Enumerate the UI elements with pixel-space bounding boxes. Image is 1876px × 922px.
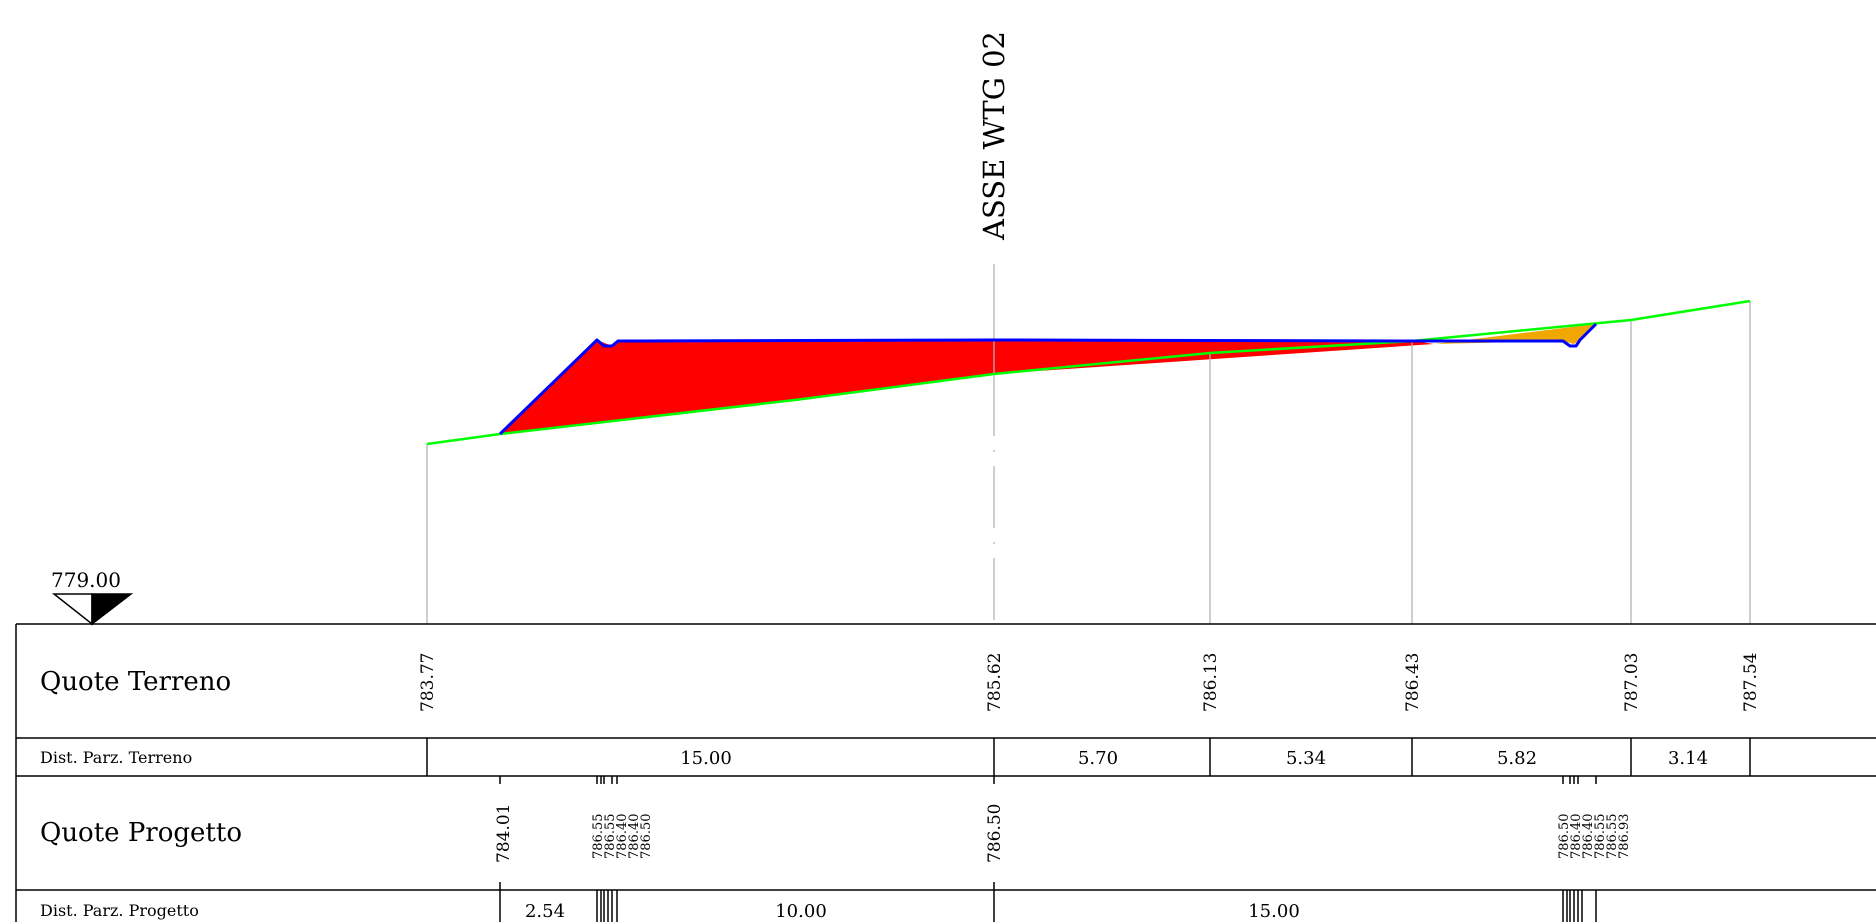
row-label-quote-progetto: Quote Progetto bbox=[40, 818, 242, 848]
axis-label: ASSE WTG 02 bbox=[977, 31, 1011, 241]
design-elevation: 784.01 bbox=[494, 804, 514, 863]
terrain-distance: 5.34 bbox=[1286, 748, 1326, 769]
design-elevation: 786.55 bbox=[603, 814, 618, 860]
design-elevation: 786.50 bbox=[1557, 814, 1572, 860]
design-elevation: 786.55 bbox=[591, 814, 606, 860]
design-elevation: 786.40 bbox=[1569, 814, 1584, 860]
fill-area bbox=[500, 340, 1434, 434]
design-elevation: 786.50 bbox=[639, 814, 654, 860]
data-table bbox=[15, 623, 1876, 922]
design-profile bbox=[498, 322, 1598, 436]
terrain-distance: 5.70 bbox=[1078, 748, 1118, 769]
cut-area bbox=[1434, 324, 1596, 344]
design-elevation: 786.93 bbox=[1617, 814, 1632, 860]
design-elevation: 786.55 bbox=[1605, 814, 1620, 860]
terrain-elevation: 786.13 bbox=[1201, 653, 1221, 712]
design-elevation: 786.40 bbox=[627, 814, 642, 860]
datum-triangle-white bbox=[51, 593, 93, 626]
terrain-distance: 15.00 bbox=[680, 748, 732, 769]
terrain-elevations: 783.77 785.62 786.13 786.43 787.03 787.5… bbox=[418, 653, 1761, 712]
design-elevation: 786.50 bbox=[985, 804, 1005, 863]
datum-triangle-black bbox=[91, 593, 134, 626]
terrain-elevation: 786.43 bbox=[1403, 653, 1423, 712]
station-lines bbox=[426, 301, 1751, 624]
design-elevation: 786.40 bbox=[1581, 814, 1596, 860]
terrain-elevation: 787.54 bbox=[1741, 653, 1761, 712]
terrain-distances: 15.00 5.70 5.34 5.82 3.14 bbox=[680, 748, 1708, 769]
design-elevation: 786.55 bbox=[1593, 814, 1608, 860]
design-elevations: 784.01 786.50 786.55 786.55 786.40 786.4… bbox=[494, 804, 1632, 863]
terrain-elevation: 783.77 bbox=[418, 653, 438, 712]
design-distance: 15.00 bbox=[1248, 901, 1300, 922]
terrain-distance: 5.82 bbox=[1497, 748, 1537, 769]
row-label-dist-terreno: Dist. Parz. Terreno bbox=[40, 748, 192, 767]
datum-label: 779.00 bbox=[51, 568, 121, 592]
terrain-elevation: 785.62 bbox=[985, 653, 1005, 712]
design-distance: 10.00 bbox=[775, 901, 827, 922]
row-label-quote-terreno: Quote Terreno bbox=[40, 667, 231, 697]
terrain-elevation: 787.03 bbox=[1622, 653, 1642, 712]
design-distance: 2.54 bbox=[525, 901, 565, 922]
design-elevation: 786.40 bbox=[615, 814, 630, 860]
row-label-dist-progetto: Dist. Parz. Progetto bbox=[40, 901, 199, 920]
terrain-distance: 3.14 bbox=[1668, 748, 1708, 769]
design-distances: 2.54 10.00 15.00 bbox=[525, 901, 1300, 922]
